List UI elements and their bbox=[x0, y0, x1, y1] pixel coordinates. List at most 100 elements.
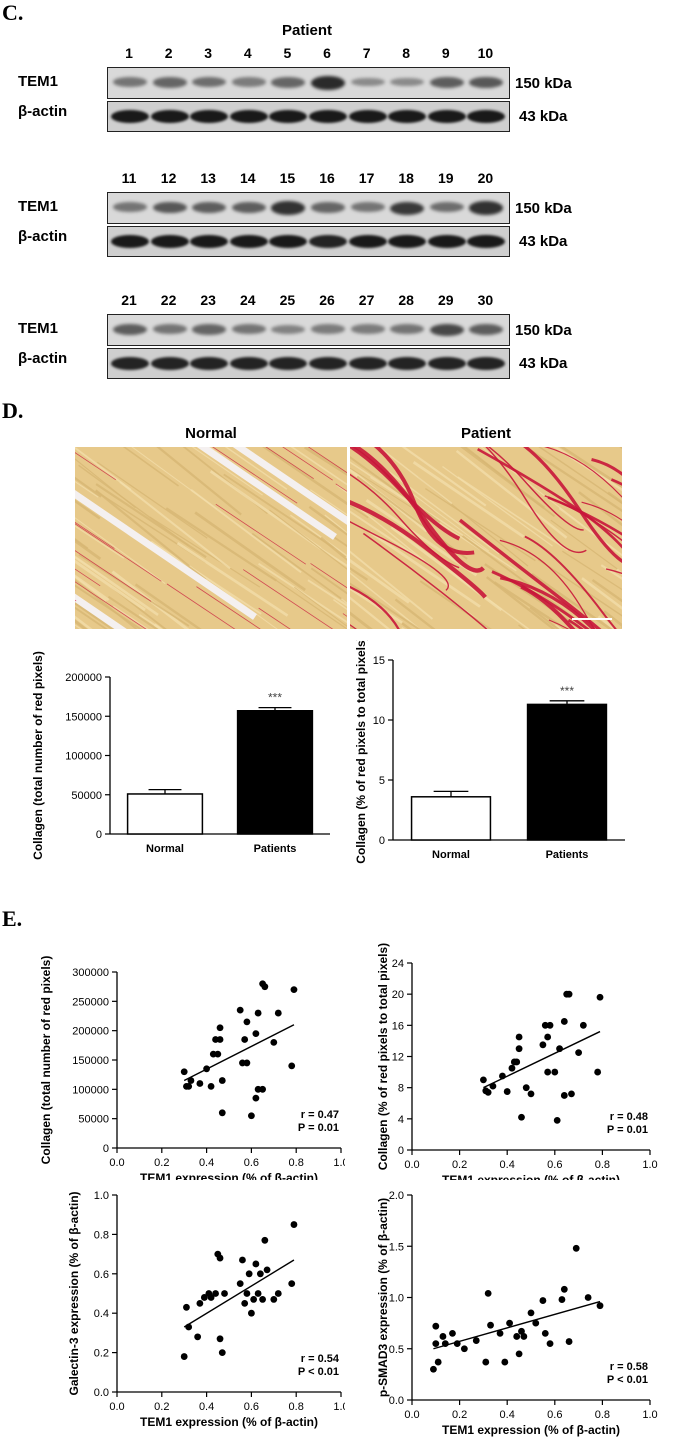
tissue-gap bbox=[232, 447, 347, 525]
y-tick-label: 200000 bbox=[72, 1026, 109, 1038]
data-point bbox=[245, 1270, 253, 1278]
tissue-fiber bbox=[312, 542, 347, 567]
y-tick-label: 50000 bbox=[71, 790, 102, 802]
data-point bbox=[243, 1290, 251, 1297]
tissue-fiber bbox=[480, 447, 584, 526]
x-tick-label: 0.4 bbox=[199, 1157, 214, 1169]
bar-patients bbox=[236, 710, 314, 835]
actin-band bbox=[427, 235, 466, 248]
tissue-fiber bbox=[75, 499, 101, 520]
collagen-strand bbox=[491, 570, 590, 629]
tem1-band bbox=[429, 202, 464, 213]
tissue-fiber bbox=[138, 613, 163, 629]
y-tick-label: 0.0 bbox=[94, 1387, 109, 1399]
bar-chart-total-red-pixels: 0 50000 100000 150000 200000 Normal Patients **… bbox=[31, 651, 330, 860]
data-point bbox=[274, 1290, 282, 1297]
x-axis-label: TEM1 expression (% of β-actin) bbox=[442, 1423, 620, 1437]
data-point bbox=[594, 1068, 602, 1076]
tissue-fiber bbox=[350, 572, 421, 629]
y-tick-label: 24 bbox=[392, 958, 404, 970]
collagen-strand bbox=[350, 500, 487, 599]
tem1-band bbox=[113, 324, 147, 335]
tissue-fiber bbox=[75, 578, 138, 629]
data-point bbox=[541, 1329, 549, 1337]
lane-number: 4 bbox=[243, 45, 252, 61]
y-tick-label: 4 bbox=[398, 1114, 404, 1126]
tissue-fiber bbox=[95, 489, 207, 581]
histo-normal-title: Normal bbox=[185, 425, 237, 442]
y-tick-label: 0 bbox=[379, 835, 385, 847]
tissue-fiber bbox=[307, 579, 347, 607]
correlation-p: P = 0.01 bbox=[298, 1122, 339, 1134]
lane-number: 3 bbox=[204, 45, 213, 61]
collagen-strand bbox=[212, 447, 298, 504]
data-point bbox=[532, 1319, 540, 1327]
actin-label: β-actin bbox=[18, 103, 68, 120]
collagen-strand bbox=[499, 539, 596, 629]
x-axis-label: TEM1 expression (% of β-actin) bbox=[140, 1171, 318, 1180]
data-point bbox=[496, 1329, 504, 1337]
tissue-fiber bbox=[75, 556, 108, 580]
tem1-band bbox=[113, 202, 147, 213]
data-point bbox=[263, 1266, 271, 1274]
data-point bbox=[560, 1285, 568, 1293]
tem1-band bbox=[350, 77, 385, 87]
data-point bbox=[565, 1338, 573, 1345]
collagen-strand bbox=[75, 568, 101, 587]
data-point bbox=[290, 1221, 298, 1228]
data-point bbox=[270, 1296, 278, 1303]
tissue-fiber bbox=[110, 586, 167, 629]
data-point bbox=[243, 1018, 251, 1026]
actin-band bbox=[150, 110, 189, 123]
data-point bbox=[196, 1080, 204, 1087]
data-point bbox=[506, 1319, 513, 1327]
actin-band bbox=[388, 110, 427, 123]
tissue-fiber bbox=[75, 575, 107, 602]
y-tick-label: 20 bbox=[392, 989, 404, 1001]
actin-band bbox=[348, 235, 387, 248]
data-point bbox=[546, 1021, 554, 1029]
y-tick-label: 8 bbox=[398, 1083, 404, 1095]
kda-43-label: 43 kDa bbox=[519, 108, 568, 125]
lane-number: 13 bbox=[200, 170, 216, 186]
panel-e-letter: E. bbox=[2, 906, 23, 931]
lane-number: 17 bbox=[358, 170, 375, 186]
y-tick-label: 15 bbox=[373, 655, 385, 667]
lane-number: 26 bbox=[319, 292, 335, 308]
tissue-fiber bbox=[350, 510, 430, 566]
data-point bbox=[241, 1036, 249, 1043]
data-point bbox=[288, 1280, 296, 1288]
actin-label: β-actin bbox=[18, 350, 68, 367]
collagen-strand bbox=[243, 569, 334, 629]
tissue-fiber bbox=[350, 611, 373, 629]
data-point bbox=[501, 1358, 509, 1366]
tem1-band bbox=[390, 77, 425, 87]
tem1-band bbox=[311, 324, 345, 334]
tissue-fiber bbox=[324, 514, 347, 534]
collagen-strand bbox=[75, 581, 147, 629]
lane-number: 15 bbox=[279, 170, 296, 186]
data-point bbox=[187, 1077, 195, 1084]
data-point bbox=[183, 1303, 190, 1311]
data-point bbox=[254, 1290, 262, 1297]
y-tick-label: 10 bbox=[373, 715, 385, 727]
data-point bbox=[487, 1321, 494, 1329]
data-point bbox=[565, 990, 573, 998]
actin-band bbox=[269, 235, 308, 248]
lane-number: 20 bbox=[477, 170, 494, 186]
y-tick-label: 50000 bbox=[78, 1114, 109, 1126]
y-tick-label: 0.5 bbox=[389, 1344, 404, 1356]
tem1-band bbox=[429, 77, 464, 88]
lane-number: 14 bbox=[240, 170, 256, 186]
tem1-band bbox=[231, 77, 266, 87]
tissue-fiber bbox=[194, 511, 306, 592]
y-axis-label: Collagen (% of red pixels to total pixel… bbox=[354, 640, 368, 864]
x-tick-label: 0.4 bbox=[199, 1401, 214, 1413]
lane-number: 11 bbox=[121, 170, 137, 186]
actin-band bbox=[269, 110, 308, 123]
tem1-band bbox=[390, 324, 425, 335]
data-point bbox=[250, 1296, 258, 1303]
tissue-fiber bbox=[446, 568, 530, 629]
y-axis-label: p-SMAD3 expression (% of β-actin) bbox=[376, 1198, 390, 1397]
data-point bbox=[259, 1085, 266, 1093]
